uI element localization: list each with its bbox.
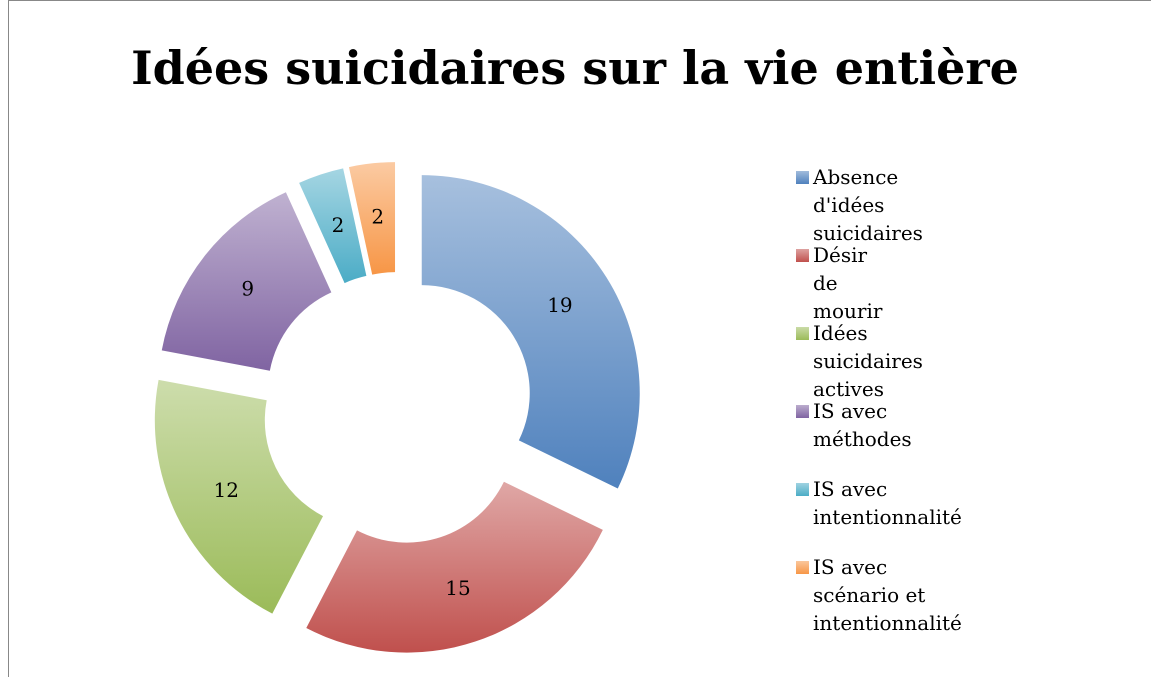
legend-item: IS avec intentionnalité	[796, 475, 962, 531]
legend-swatch	[796, 405, 809, 418]
legend-label: Désir de mourir	[813, 243, 883, 323]
legend-item: Absence d'idées suicidaires	[796, 163, 923, 247]
legend-item: Désir de mourir	[796, 241, 882, 325]
legend-swatch	[796, 561, 809, 574]
legend-label: IS avec intentionnalité	[813, 477, 962, 529]
chart-title: Idées suicidaires sur la vie entière	[131, 41, 1019, 95]
legend-swatch	[796, 483, 809, 496]
frame	[8, 0, 1151, 677]
data-label: 2	[332, 213, 345, 237]
legend-swatch	[796, 327, 809, 340]
legend-swatch	[796, 171, 809, 184]
legend-label: IS avec scénario et intentionnalité	[813, 555, 962, 635]
data-label: 9	[241, 277, 254, 301]
legend-item: IS avec scénario et intentionnalité	[796, 553, 962, 637]
legend-swatch	[796, 249, 809, 262]
legend-label: Absence d'idées suicidaires	[813, 165, 923, 245]
slice	[299, 168, 367, 284]
slice	[421, 175, 640, 489]
slice	[306, 481, 603, 653]
legend-item: Idées suicidaires actives	[796, 319, 923, 403]
slice	[161, 192, 332, 371]
legend-label: Idées suicidaires actives	[813, 321, 923, 401]
data-label: 2	[371, 205, 384, 229]
slice	[348, 162, 396, 275]
data-label: 12	[214, 478, 239, 502]
data-label: 19	[547, 293, 572, 317]
data-label: 15	[445, 576, 470, 600]
legend-item: IS avec méthodes	[796, 397, 912, 453]
legend-label: IS avec méthodes	[813, 399, 912, 451]
slice	[154, 379, 324, 614]
